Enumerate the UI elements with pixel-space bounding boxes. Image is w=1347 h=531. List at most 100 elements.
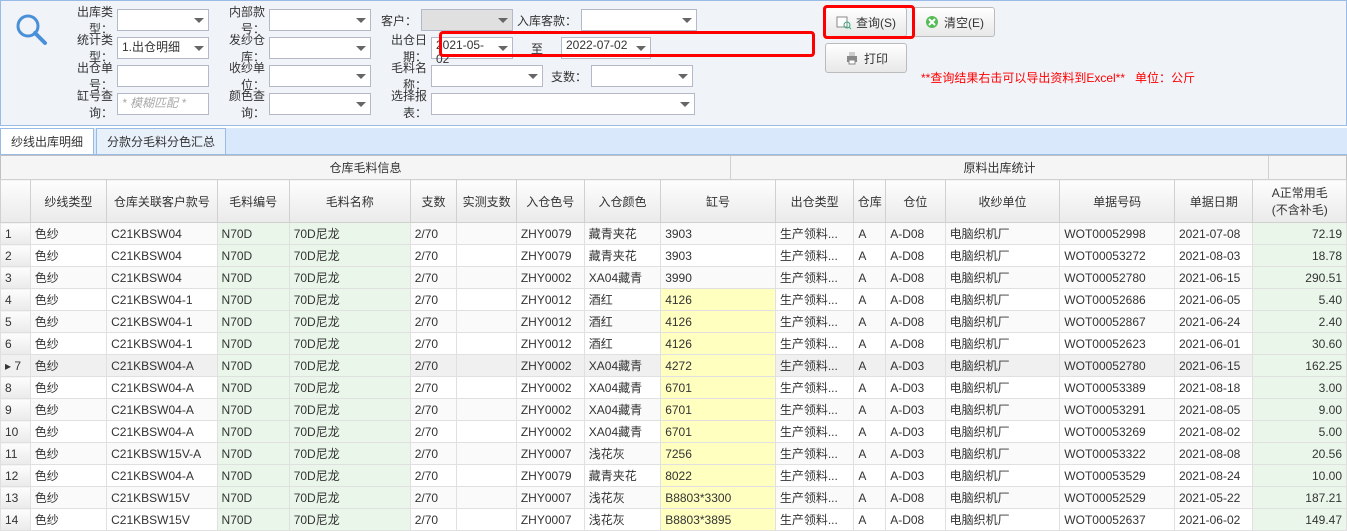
query-button[interactable]: 查询(S): [825, 7, 907, 37]
cell: 2/70: [410, 443, 457, 465]
clear-button[interactable]: 清空(E): [913, 7, 995, 37]
col-header[interactable]: A正常用毛(不含补毛): [1253, 180, 1347, 223]
combo-recv-unit[interactable]: [269, 65, 371, 87]
table-row[interactable]: 13色纱C21KBSW15VN70D70D尼龙2/70ZHY0007浅花灰B88…: [1, 487, 1347, 509]
cell: C21KBSW04-1: [107, 311, 217, 333]
input-vat-query[interactable]: * 模糊匹配 *: [117, 93, 209, 115]
combo-customer[interactable]: [421, 9, 513, 31]
combo-select-report[interactable]: [431, 93, 695, 115]
button-column: 查询(S) 清空(E) 打印: [825, 7, 1001, 73]
cell: 色纱: [30, 333, 106, 355]
cell: ZHY0007: [516, 487, 584, 509]
table-row[interactable]: 11色纱C21KBSW15V-AN70D70D尼龙2/70ZHY0007浅花灰7…: [1, 443, 1347, 465]
cell: A: [854, 377, 886, 399]
cell: C21KBSW15V-A: [107, 443, 217, 465]
combo-yarn-wh[interactable]: [269, 37, 371, 59]
cell: ZHY0079: [516, 465, 584, 487]
col-header[interactable]: 入仓色号: [516, 180, 584, 223]
table-row[interactable]: 6色纱C21KBSW04-1N70D70D尼龙2/70ZHY0012酒红4126…: [1, 333, 1347, 355]
cell: ZHY0012: [516, 289, 584, 311]
cell: XA04藏青: [584, 421, 660, 443]
combo-color-query[interactable]: [269, 93, 371, 115]
tab-summary[interactable]: 分款分毛料分色汇总: [96, 128, 226, 154]
cell: 2021-05-22: [1174, 487, 1253, 509]
table-row[interactable]: 8色纱C21KBSW04-AN70D70D尼龙2/70ZHY0002XA04藏青…: [1, 377, 1347, 399]
table-row[interactable]: 5色纱C21KBSW04-1N70D70D尼龙2/70ZHY0012酒红4126…: [1, 311, 1347, 333]
input-out-no[interactable]: [117, 65, 209, 87]
cell: 生产领料...: [775, 443, 854, 465]
col-header[interactable]: 实测支数: [457, 180, 516, 223]
table-row[interactable]: 10色纱C21KBSW04-AN70D70D尼龙2/70ZHY0002XA04藏…: [1, 421, 1347, 443]
cell: 70D尼龙: [289, 289, 410, 311]
cell: N70D: [217, 289, 289, 311]
cell: 4126: [661, 311, 776, 333]
table-row[interactable]: 3色纱C21KBSW04N70D70D尼龙2/70ZHY0002XA04藏青39…: [1, 267, 1347, 289]
col-header[interactable]: 单据日期: [1174, 180, 1253, 223]
table-row[interactable]: ▸ 7色纱C21KBSW04-AN70D70D尼龙2/70ZHY0002XA04…: [1, 355, 1347, 377]
cell: C21KBSW04: [107, 245, 217, 267]
cell: 290.51: [1253, 267, 1347, 289]
combo-stat-type[interactable]: 1.出仓明细: [117, 37, 209, 59]
combo-mat-name[interactable]: [431, 65, 543, 87]
combo-out-type[interactable]: [117, 9, 209, 31]
cell: C21KBSW04-1: [107, 333, 217, 355]
cell: N70D: [217, 421, 289, 443]
combo-internal-code[interactable]: [269, 9, 371, 31]
col-header[interactable]: 出仓类型: [775, 180, 854, 223]
search-icon: [13, 11, 49, 47]
group-header-2: 原料出库统计: [731, 156, 1269, 179]
col-header[interactable]: 毛料编号: [217, 180, 289, 223]
cell: N70D: [217, 267, 289, 289]
cell: 8022: [661, 465, 776, 487]
table-row[interactable]: 2色纱C21KBSW04N70D70D尼龙2/70ZHY0079藏青夹花3903…: [1, 245, 1347, 267]
cell: 色纱: [30, 311, 106, 333]
col-header[interactable]: 缸号: [661, 180, 776, 223]
col-header[interactable]: 仓库关联客户款号: [107, 180, 217, 223]
combo-in-cust-code[interactable]: [581, 9, 697, 31]
table-row[interactable]: 12色纱C21KBSW04-AN70D70D尼龙2/70ZHY0079藏青夹花8…: [1, 465, 1347, 487]
cell: 色纱: [30, 465, 106, 487]
cell: 生产领料...: [775, 355, 854, 377]
col-header[interactable]: 仓位: [886, 180, 945, 223]
cell: A-D08: [886, 487, 945, 509]
cell: 20.56: [1253, 443, 1347, 465]
cell: 2.40: [1253, 311, 1347, 333]
col-header[interactable]: 毛料名称: [289, 180, 410, 223]
cell: A: [854, 465, 886, 487]
cell: A-D08: [886, 289, 945, 311]
tab-detail[interactable]: 纱线出库明细: [0, 128, 94, 154]
cell: 色纱: [30, 487, 106, 509]
cell: 2021-06-24: [1174, 311, 1253, 333]
print-button[interactable]: 打印: [825, 43, 907, 73]
cell: 生产领料...: [775, 223, 854, 245]
cell: 70D尼龙: [289, 377, 410, 399]
col-header[interactable]: 仓库: [854, 180, 886, 223]
cell: 电脑织机厂: [945, 267, 1060, 289]
cell: ZHY0079: [516, 245, 584, 267]
table-row[interactable]: 9色纱C21KBSW04-AN70D70D尼龙2/70ZHY0002XA04藏青…: [1, 399, 1347, 421]
cell: WOT00053269: [1060, 421, 1175, 443]
cell: 色纱: [30, 399, 106, 421]
col-header[interactable]: 支数: [410, 180, 457, 223]
cell: 色纱: [30, 355, 106, 377]
cell: A: [854, 289, 886, 311]
cell: 色纱: [30, 223, 106, 245]
col-header[interactable]: 收纱单位: [945, 180, 1060, 223]
label-select-report: 选择报表：: [371, 87, 431, 121]
table-row[interactable]: 4色纱C21KBSW04-1N70D70D尼龙2/70ZHY0012酒红4126…: [1, 289, 1347, 311]
col-header[interactable]: 入仓颜色: [584, 180, 660, 223]
date-from[interactable]: 2021-05-02: [431, 37, 513, 59]
table-row[interactable]: 1色纱C21KBSW04N70D70D尼龙2/70ZHY0079藏青夹花3903…: [1, 223, 1347, 245]
col-header[interactable]: 单据号码: [1060, 180, 1175, 223]
label-count: 支数：: [543, 68, 591, 85]
cell: 电脑织机厂: [945, 333, 1060, 355]
print-icon: [844, 50, 860, 66]
cell: 生产领料...: [775, 245, 854, 267]
cell: WOT00052623: [1060, 333, 1175, 355]
cell: 3990: [661, 267, 776, 289]
cell: 2021-08-03: [1174, 245, 1253, 267]
col-header[interactable]: 纱线类型: [30, 180, 106, 223]
date-to[interactable]: 2022-07-02: [561, 37, 651, 59]
combo-count[interactable]: [591, 65, 693, 87]
cell: 6701: [661, 377, 776, 399]
